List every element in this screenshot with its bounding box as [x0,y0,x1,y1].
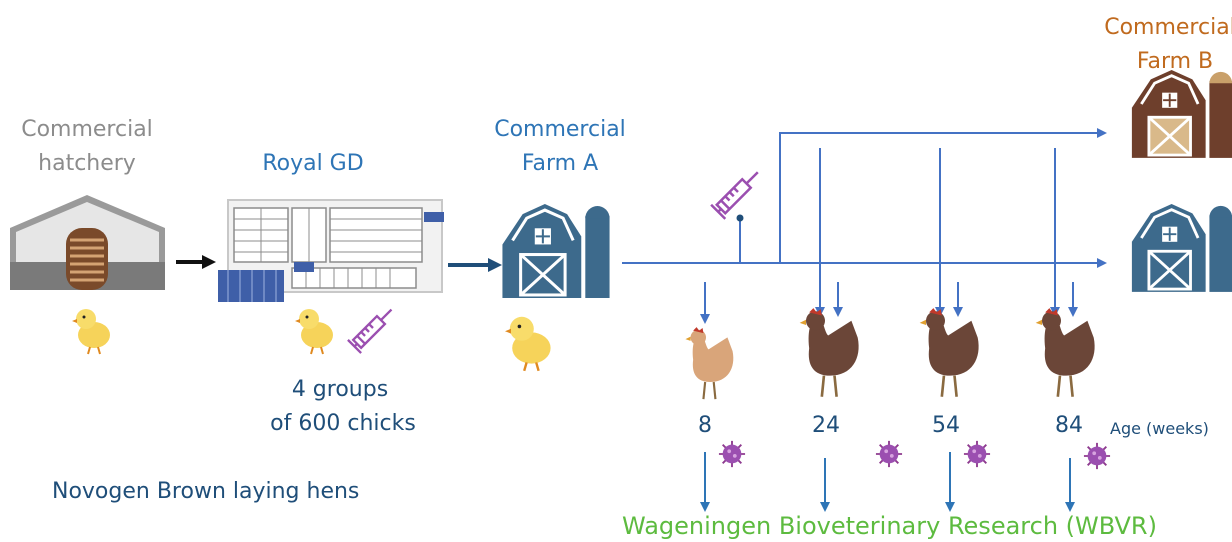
group-text: of 600 chicks [270,411,416,436]
hen-icon [684,326,735,401]
breed: Novogen Brown laying hens [52,479,359,504]
facility-icon [218,199,444,302]
node-label: hatchery [38,151,136,176]
facility-icon-part [424,212,444,222]
timeline-part [779,128,1107,263]
virus-icon [718,440,746,468]
age: 24 [812,413,840,438]
age: 54 [932,413,960,438]
node-label: Commercial [494,117,626,142]
node-label: Farm A [522,151,598,176]
chick-icon [72,308,111,355]
facility-icon-part-part [291,267,417,289]
group-text: 4 groups [292,377,388,402]
hatchery-icon-part [70,238,104,282]
barn-icon [1130,68,1232,160]
age: 8 [698,413,712,438]
virus-icon [963,440,991,468]
barn-icon [1130,202,1232,294]
facility-icon-part-part [234,208,422,288]
facility-icon-part [218,270,284,302]
facility-icon-part-part [329,207,423,263]
facility-icon-part [227,270,277,302]
chick-icon [295,308,334,355]
node-label: Royal GD [262,151,363,176]
node-label: Commercial [1104,15,1232,40]
facility-icon-part-part [227,270,277,302]
node-label: Farm B [1137,49,1213,74]
node-label: Commercial [21,117,153,142]
age: 84 [1055,413,1083,438]
facility-icon-part [234,208,422,288]
syringe-icon [709,163,767,221]
facility-icon-part [294,262,314,272]
timeline [622,128,1107,324]
age-label: Age (weeks) [1110,419,1209,438]
virus-icon [875,440,903,468]
chick-icon [505,315,552,372]
hatchery-icon-part-part [70,238,104,282]
pin [736,214,744,222]
barn-icon [500,202,612,298]
hen-icon [798,306,860,399]
hatchery-icon [10,195,165,290]
hatchery-icon-part [66,228,108,290]
sample-arrows [700,452,1075,512]
hen-icon [1034,306,1096,399]
hen-icon [918,306,980,399]
virus-icon [1083,442,1111,470]
syringe-icon [346,301,400,355]
lab: Wageningen Bioveterinary Research (WBVR) [622,512,1157,540]
